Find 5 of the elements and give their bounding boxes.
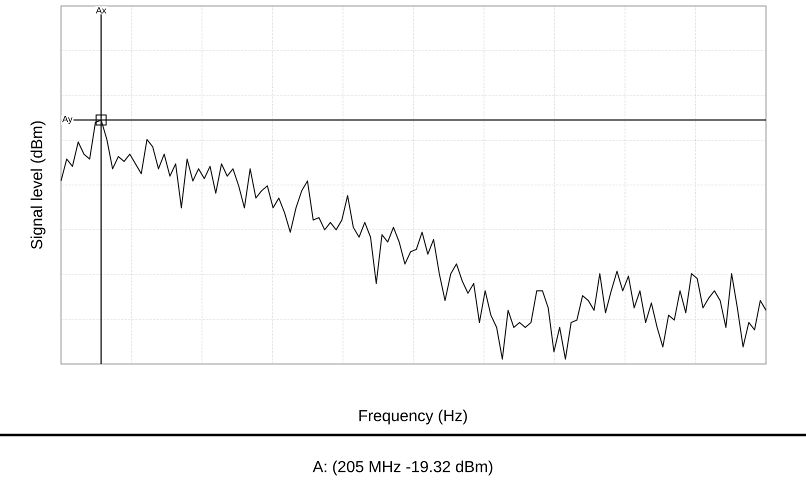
- ref-line-label: Ay: [62, 116, 72, 124]
- x-axis-title: Frequency (Hz): [359, 410, 467, 424]
- y-axis-title: Signal level (dBm): [30, 121, 46, 249]
- text: Ax: [96, 7, 106, 14]
- text: A: (205 MHz -19.32 dBm): [312, 460, 492, 476]
